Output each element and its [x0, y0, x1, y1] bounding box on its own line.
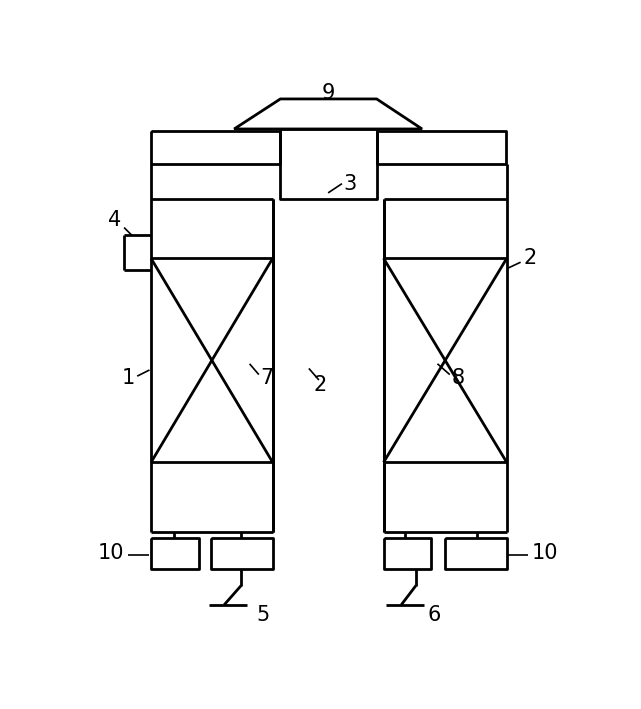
Text: 8: 8 [451, 368, 465, 388]
Text: 10: 10 [97, 543, 124, 563]
Text: 10: 10 [531, 543, 558, 563]
Text: 5: 5 [256, 605, 269, 625]
Text: 9: 9 [321, 83, 335, 103]
Text: 4: 4 [108, 210, 121, 230]
Text: 2: 2 [314, 375, 327, 396]
Text: 2: 2 [524, 248, 537, 268]
Text: 6: 6 [428, 605, 441, 625]
Text: 7: 7 [260, 368, 274, 388]
Text: 3: 3 [344, 174, 357, 194]
Text: 1: 1 [121, 368, 135, 388]
